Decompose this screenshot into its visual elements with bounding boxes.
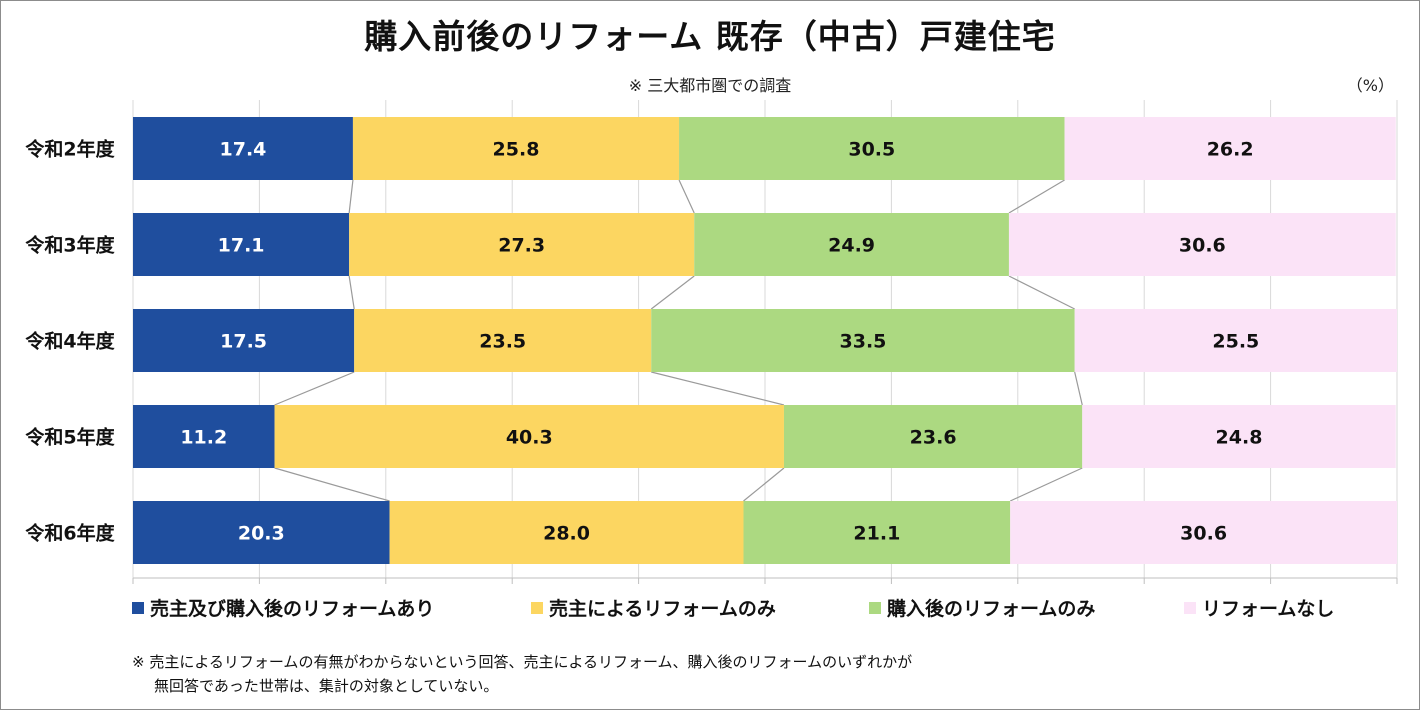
data-label: 17.1: [218, 235, 265, 257]
bar-segment: [1082, 405, 1396, 468]
legend-item-seller: 売主によるリフォームのみ: [531, 594, 776, 621]
footnote: ※ 売主によるリフォームの有無がわからないという回答、売主によるリフォーム、購入…: [132, 650, 912, 698]
data-label: 26.2: [1207, 139, 1254, 161]
series-connector-line: [1009, 467, 1083, 502]
footnote-line-2: 無回答であった世帯は、集計の対象としていない。: [154, 677, 499, 695]
series-connector-line: [651, 371, 785, 406]
bar-segment: [352, 117, 680, 180]
bar-segment: [133, 501, 390, 564]
bar-segment: [1010, 501, 1397, 564]
bar-segment: [1064, 117, 1396, 180]
data-label: 28.0: [543, 523, 590, 545]
series-connector-line: [348, 275, 355, 310]
data-label: 17.5: [220, 331, 267, 353]
data-label: 23.6: [910, 427, 957, 449]
category-label: 令和3年度: [25, 234, 115, 257]
unit-label: （%）: [1346, 76, 1394, 95]
bar-segment: [651, 309, 1075, 372]
legend: 売主及び購入後のリフォームあり 売主によるリフォームのみ 購入後のリフォームのみ…: [0, 594, 1420, 622]
bar-segment: [389, 501, 744, 564]
data-label: 23.5: [479, 331, 526, 353]
footnote-line-1: ※ 売主によるリフォームの有無がわからないという回答、売主によるリフォーム、購入…: [132, 653, 913, 671]
legend-swatch-buyer: [869, 601, 881, 614]
data-label: 30.6: [1180, 523, 1227, 545]
bar-segment: [133, 309, 355, 372]
data-label: 30.6: [1179, 235, 1226, 257]
series-connector-line: [274, 371, 355, 406]
chart-title: 購入前後のリフォーム 既存（中古）戸建住宅: [364, 17, 1056, 56]
legend-swatch-both: [132, 601, 144, 614]
legend-swatch-none: [1184, 601, 1196, 614]
data-label: 33.5: [840, 331, 887, 353]
category-label: 令和6年度: [25, 522, 115, 545]
series-connector-line: [1074, 371, 1083, 406]
data-label: 21.1: [853, 523, 900, 545]
data-label: 20.3: [238, 523, 285, 545]
legend-item-none: リフォームなし: [1184, 594, 1334, 621]
data-label: 30.5: [848, 139, 895, 161]
legend-item-both: 売主及び購入後のリフォームあり: [132, 594, 434, 621]
bar-segment: [1008, 213, 1396, 276]
bar-segment: [743, 501, 1011, 564]
series-connector-line: [1008, 275, 1075, 310]
bar-segment: [133, 117, 353, 180]
legend-item-buyer: 購入後のリフォームのみ: [869, 594, 1095, 621]
series-connector-line: [650, 275, 695, 310]
data-label: 40.3: [506, 427, 553, 449]
category-label: 令和2年度: [25, 138, 115, 161]
bar-segment: [133, 405, 275, 468]
bar-segment: [349, 213, 695, 276]
legend-label-seller: 売主によるリフォームのみ: [549, 598, 776, 620]
legend-label-buyer: 購入後のリフォームのみ: [887, 598, 1096, 620]
data-label: 17.4: [220, 139, 267, 161]
category-label: 令和4年度: [25, 330, 115, 353]
series-connector-line: [678, 179, 695, 214]
legend-label-both: 売主及び購入後のリフォームあり: [150, 598, 435, 620]
series-connector-line: [274, 467, 390, 502]
category-label: 令和5年度: [25, 426, 115, 449]
stacked-bar-chart: 17.4 25.8 30.5 26.2 令和2年度 17.1 27.3 24.9 30.6 令和3…: [25, 100, 1398, 584]
legend-swatch-seller: [531, 601, 543, 614]
bar-segment: [354, 309, 652, 372]
bar-segment: [783, 405, 1083, 468]
data-label: 25.5: [1212, 331, 1259, 353]
series-connector-line: [348, 179, 354, 214]
bar-segment: [694, 213, 1009, 276]
bar-segment: [1074, 309, 1397, 372]
data-label: 24.8: [1216, 427, 1263, 449]
series-connector-line: [743, 467, 785, 502]
bar-segment: [679, 117, 1065, 180]
data-label: 25.8: [493, 139, 540, 161]
data-label: 27.3: [498, 235, 545, 257]
chart-subtitle: ※ 三大都市圏での調査: [628, 76, 792, 95]
data-label: 11.2: [180, 427, 227, 449]
series-connector-line: [1008, 179, 1065, 214]
legend-label-none: リフォームなし: [1202, 598, 1335, 620]
bar-segment: [133, 213, 350, 276]
bar-segment: [274, 405, 784, 468]
data-label: 24.9: [828, 235, 875, 257]
